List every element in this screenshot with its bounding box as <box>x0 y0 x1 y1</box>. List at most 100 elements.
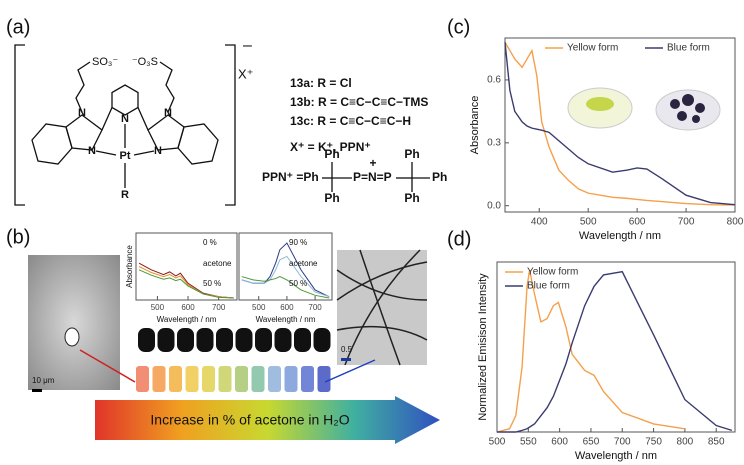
y-tick-label: 0.0 <box>487 200 501 211</box>
blob <box>138 328 155 352</box>
blob <box>275 328 292 352</box>
ppn-text: Ph <box>324 147 339 161</box>
x-tick-label: 850 <box>708 437 725 448</box>
x-tick-label: 600 <box>280 303 294 312</box>
charge: – <box>243 37 252 54</box>
y-tick-label: 0.6 <box>487 75 501 86</box>
vial <box>202 366 215 392</box>
compound: 13a: R = Cl <box>290 76 352 90</box>
micrograph <box>28 255 120 390</box>
atom: R <box>121 189 129 201</box>
x-tick-label: 600 <box>181 303 195 312</box>
x-tick-label: 800 <box>677 437 694 448</box>
vial <box>186 366 199 392</box>
x-tick-label: 500 <box>151 303 165 312</box>
structure <box>15 45 235 205</box>
x-tick-label: 650 <box>583 437 600 448</box>
legend-label: Yellow form <box>527 267 578 278</box>
blob <box>314 328 331 352</box>
blob <box>197 328 214 352</box>
y-axis-label: Absorbance <box>125 245 134 288</box>
legend-label: Blue form <box>667 43 710 54</box>
vial <box>301 366 314 392</box>
blob <box>158 328 175 352</box>
ppn-text: Ph <box>324 191 339 205</box>
panel-label: (a) <box>6 16 30 38</box>
vial <box>219 366 232 392</box>
y-axis-label: Normalized Emisison Intensity <box>477 273 489 421</box>
atom: N <box>154 145 162 157</box>
x-axis-label: Wavelength / nm <box>157 315 217 324</box>
counterion: X⁺ <box>238 66 254 81</box>
x-axis-label: Wavelength / nm <box>579 230 661 242</box>
vial <box>318 366 331 392</box>
sulfonate: ⁻O₃S <box>132 56 158 68</box>
vial-row <box>136 366 331 392</box>
arrow-text: Increase in % of acetone in H₂O <box>150 412 349 428</box>
annotation: 90 % <box>289 238 307 247</box>
atom: Pt <box>120 150 131 162</box>
x-tick-label: 600 <box>629 217 646 228</box>
vial <box>268 366 281 392</box>
vial <box>252 366 265 392</box>
blob-row <box>138 328 331 352</box>
annotation: 50 % <box>203 279 221 288</box>
vial <box>136 366 149 392</box>
vial <box>235 366 248 392</box>
x-tick-label: 700 <box>678 217 695 228</box>
series-line <box>497 270 685 432</box>
legend-label: Blue form <box>527 281 570 292</box>
x-tick-label: 700 <box>614 437 631 448</box>
ppn-text: Ph <box>432 170 447 184</box>
y-axis-label: Absorbance <box>469 96 481 155</box>
blob <box>236 328 253 352</box>
scale-label: 0.5 <box>341 345 353 354</box>
compound: 13b: R = C≡C−C≡C−TMS <box>290 95 428 109</box>
ppn-text: Ph <box>404 191 419 205</box>
x-tick-label: 800 <box>727 217 744 228</box>
blob <box>177 328 194 352</box>
x-axis-label: Wavelength / nm <box>575 450 657 462</box>
x-tick-label: 500 <box>580 217 597 228</box>
panel-label: (d) <box>447 228 471 250</box>
scale-bar <box>341 358 351 361</box>
sulfonate: SO₃⁻ <box>92 56 118 68</box>
x-tick-label: 500 <box>252 303 266 312</box>
compound: 13c: R = C≡C−C≡C−H <box>290 114 411 128</box>
blob <box>216 328 233 352</box>
vial <box>153 366 166 392</box>
ppn-text: P=N=P <box>353 170 392 184</box>
y-tick-label: 0.3 <box>487 137 501 148</box>
panel-label: (c) <box>447 16 470 38</box>
legend-label: Yellow form <box>567 43 618 54</box>
blob <box>255 328 272 352</box>
x-axis-label: Wavelength / nm <box>256 315 316 324</box>
blob <box>294 328 311 352</box>
atom: N <box>164 107 172 119</box>
annotation: 50 % <box>289 279 307 288</box>
annotation: acetone <box>203 259 232 268</box>
scale-label: 10 μm <box>32 376 55 385</box>
figure: (a) (b) (c) (d) – X⁺ SO₃⁻ ⁻O₃S N N N N N… <box>0 0 744 465</box>
ppn-text: PPN⁺ =Ph <box>262 170 319 184</box>
x-tick-label: 700 <box>212 303 226 312</box>
x-tick-label: 400 <box>531 217 548 228</box>
plot-frame <box>239 233 332 300</box>
atom: N <box>88 145 96 157</box>
ppn-text: + <box>369 156 376 170</box>
annotation: acetone <box>289 259 318 268</box>
x-tick-label: 700 <box>308 303 322 312</box>
x-tick-label: 500 <box>489 437 506 448</box>
atom: N <box>121 113 129 125</box>
panel-label: (b) <box>6 226 30 248</box>
vial <box>285 366 298 392</box>
x-tick-label: 600 <box>551 437 568 448</box>
x-tick-label: 550 <box>520 437 537 448</box>
ppn-text: Ph <box>404 147 419 161</box>
x-tick-label: 750 <box>645 437 662 448</box>
scale-bar <box>32 389 42 392</box>
atom: N <box>78 107 86 119</box>
series-line <box>497 272 732 432</box>
photo <box>586 97 614 111</box>
vial <box>169 366 182 392</box>
